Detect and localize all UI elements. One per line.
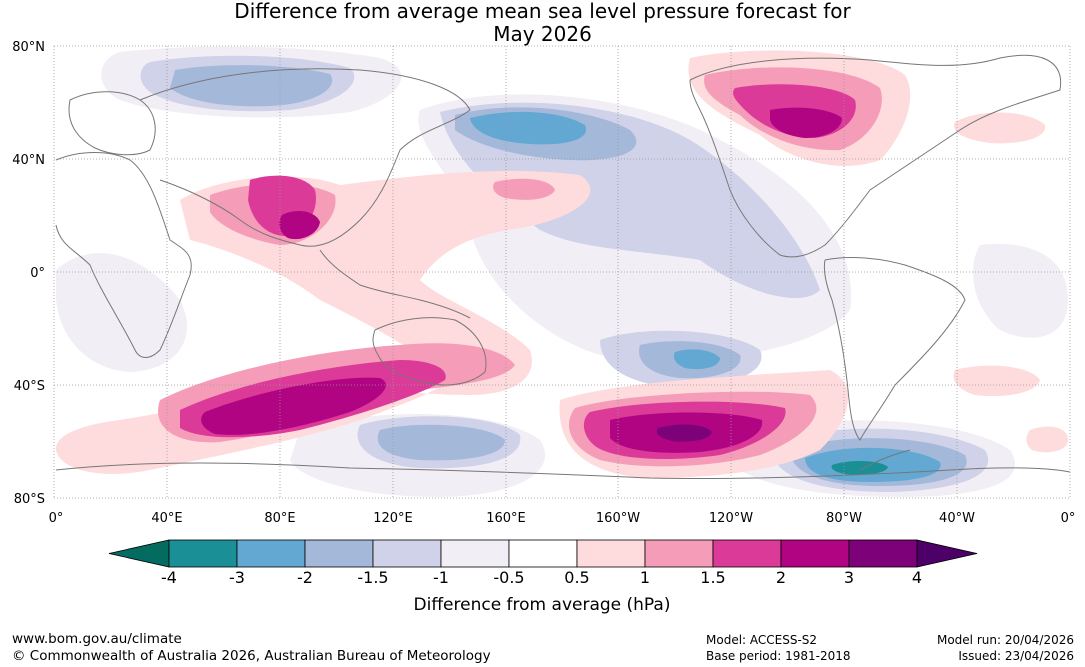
colorbar-label-0: -4 — [161, 568, 177, 587]
anomaly-pos05-east-atlantic — [1026, 426, 1068, 453]
footer-model: Model: ACCESS-S2 — [706, 633, 818, 647]
footer-copyright: © Commonwealth of Australia 2026, Austra… — [12, 648, 491, 664]
colorbar-label-1: -3 — [229, 568, 245, 587]
colorbar-bin-4 — [440, 539, 510, 568]
lon-label-160w: 160°W — [596, 511, 640, 526]
footer-model-run: Model run: 20/04/2026 — [936, 633, 1074, 647]
colorbar-bin-10 — [848, 539, 918, 568]
coastline-antarctic-peninsula — [859, 449, 911, 471]
colorbar-bin-8 — [712, 539, 782, 568]
lon-label-40w: 40°W — [939, 511, 975, 526]
footer-site: www.bom.gov.au/climate — [12, 631, 182, 647]
colorbar-bin-6 — [576, 539, 646, 568]
colorbar-arrow-min — [108, 539, 170, 568]
lat-label-80n: 80°N — [12, 40, 45, 55]
footer-left: www.bom.gov.au/climate © Commonwealth of… — [12, 631, 491, 665]
graticule — [53, 45, 1071, 499]
anomaly-pos2-north-america — [770, 107, 842, 138]
anomaly-neg15-arctic — [170, 65, 333, 107]
anomaly-neg3-antarctic — [831, 461, 888, 475]
chart-title: Difference from average mean sea level p… — [0, 0, 1085, 46]
lat-label-80s: 80°S — [14, 492, 45, 507]
footer-issued: Issued: 23/04/2026 — [958, 649, 1074, 663]
lat-label-0: 0° — [30, 266, 45, 281]
anomaly-pos05-south-atlantic — [953, 365, 1040, 397]
anomaly-pos2-australia — [201, 377, 386, 435]
footer-model-info: Model: ACCESS-S2 Base period: 1981-2018 — [706, 632, 851, 664]
anomaly-weak-negative-africa — [56, 253, 187, 372]
latitude-labels: 80°N 40°N 0° 40°S 80°S — [12, 40, 45, 507]
coastline-asia — [139, 68, 471, 247]
colorbar-label-8: 1.5 — [700, 568, 725, 587]
coastline-antarctica — [55, 462, 1071, 480]
lat-label-40s: 40°S — [14, 379, 45, 394]
lon-label-0e: 0° — [1061, 511, 1076, 526]
lon-label-120w: 120°W — [709, 511, 753, 526]
colorbar-label-5: -0.5 — [493, 568, 524, 587]
anomaly-neg2-south-pacific — [673, 349, 720, 370]
chart-title-line2: May 2026 — [493, 22, 592, 46]
colorbar-bin-2 — [304, 539, 374, 568]
colorbar: -4 -3 -2 -1.5 -1 -0.5 0.5 1 1.5 2 3 4 — [108, 539, 978, 587]
anomaly-neg15-southern-ocean — [377, 424, 505, 461]
lon-label-80e: 80°E — [264, 511, 295, 526]
anomaly-weak-negative-atlantic — [972, 243, 1068, 338]
lon-label-120e: 120°E — [373, 511, 413, 526]
colorbar-bin-7 — [644, 539, 714, 568]
coastline-south-america — [823, 257, 966, 441]
colorbar-label-4: -1 — [433, 568, 449, 587]
lon-label-0w: 0° — [49, 511, 64, 526]
colorbar-label-11: 4 — [912, 568, 922, 587]
colorbar-bin-5 — [508, 539, 578, 568]
colorbar-bin-9 — [780, 539, 850, 568]
anomaly-pos3-south-pacific — [656, 424, 712, 442]
lon-label-160e: 160°E — [486, 511, 526, 526]
chart-title-line1: Difference from average mean sea level p… — [234, 0, 851, 23]
coastline-australia — [372, 317, 487, 386]
anomaly-neg2-pacific — [470, 111, 587, 145]
coastlines — [55, 54, 1071, 480]
anomaly-fields — [55, 46, 1068, 497]
footer-base-period: Base period: 1981-2018 — [706, 649, 851, 663]
anomaly-pos2-asia — [279, 210, 320, 240]
colorbar-label-2: -2 — [297, 568, 313, 587]
colorbar-label-3: -1.5 — [357, 568, 388, 587]
colorbar-arrow-max — [916, 539, 978, 568]
colorbar-label-7: 1 — [640, 568, 650, 587]
coastline-north-america — [689, 54, 1062, 258]
anomaly-pos1-north-pacific — [493, 178, 555, 200]
coastline-europe — [68, 91, 156, 156]
coastline-southeast-asia — [319, 249, 471, 319]
colorbar-label-9: 2 — [776, 568, 786, 587]
lat-label-40n: 40°N — [12, 153, 45, 168]
lon-label-40e: 40°E — [151, 511, 182, 526]
colorbar-label-10: 3 — [844, 568, 854, 587]
coastline-africa — [55, 152, 192, 358]
footer-run-info: Model run: 20/04/2026 Issued: 23/04/2026 — [937, 632, 1074, 664]
colorbar-bin-0 — [168, 539, 238, 568]
colorbar-title: Difference from average (hPa) — [414, 595, 671, 615]
longitude-labels: 0° 40°E 80°E 120°E 160°E 160°W 120°W 80°… — [49, 511, 1076, 526]
lon-label-80w: 80°W — [826, 511, 862, 526]
colorbar-bin-3 — [372, 539, 442, 568]
colorbar-bin-1 — [236, 539, 306, 568]
colorbar-label-6: 0.5 — [564, 568, 589, 587]
